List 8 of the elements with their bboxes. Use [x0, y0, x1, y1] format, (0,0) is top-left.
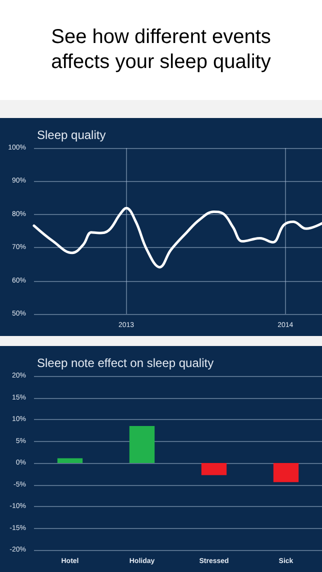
bar	[273, 463, 299, 482]
chart-title: Sleep quality	[37, 128, 106, 142]
text: See how different events affects your sleep quality	[50, 25, 272, 75]
bar	[201, 463, 227, 476]
line-series	[32, 206, 322, 268]
bar	[57, 458, 83, 463]
chart-title: Sleep note effect on sleep quality	[37, 356, 214, 370]
bar	[129, 426, 155, 463]
